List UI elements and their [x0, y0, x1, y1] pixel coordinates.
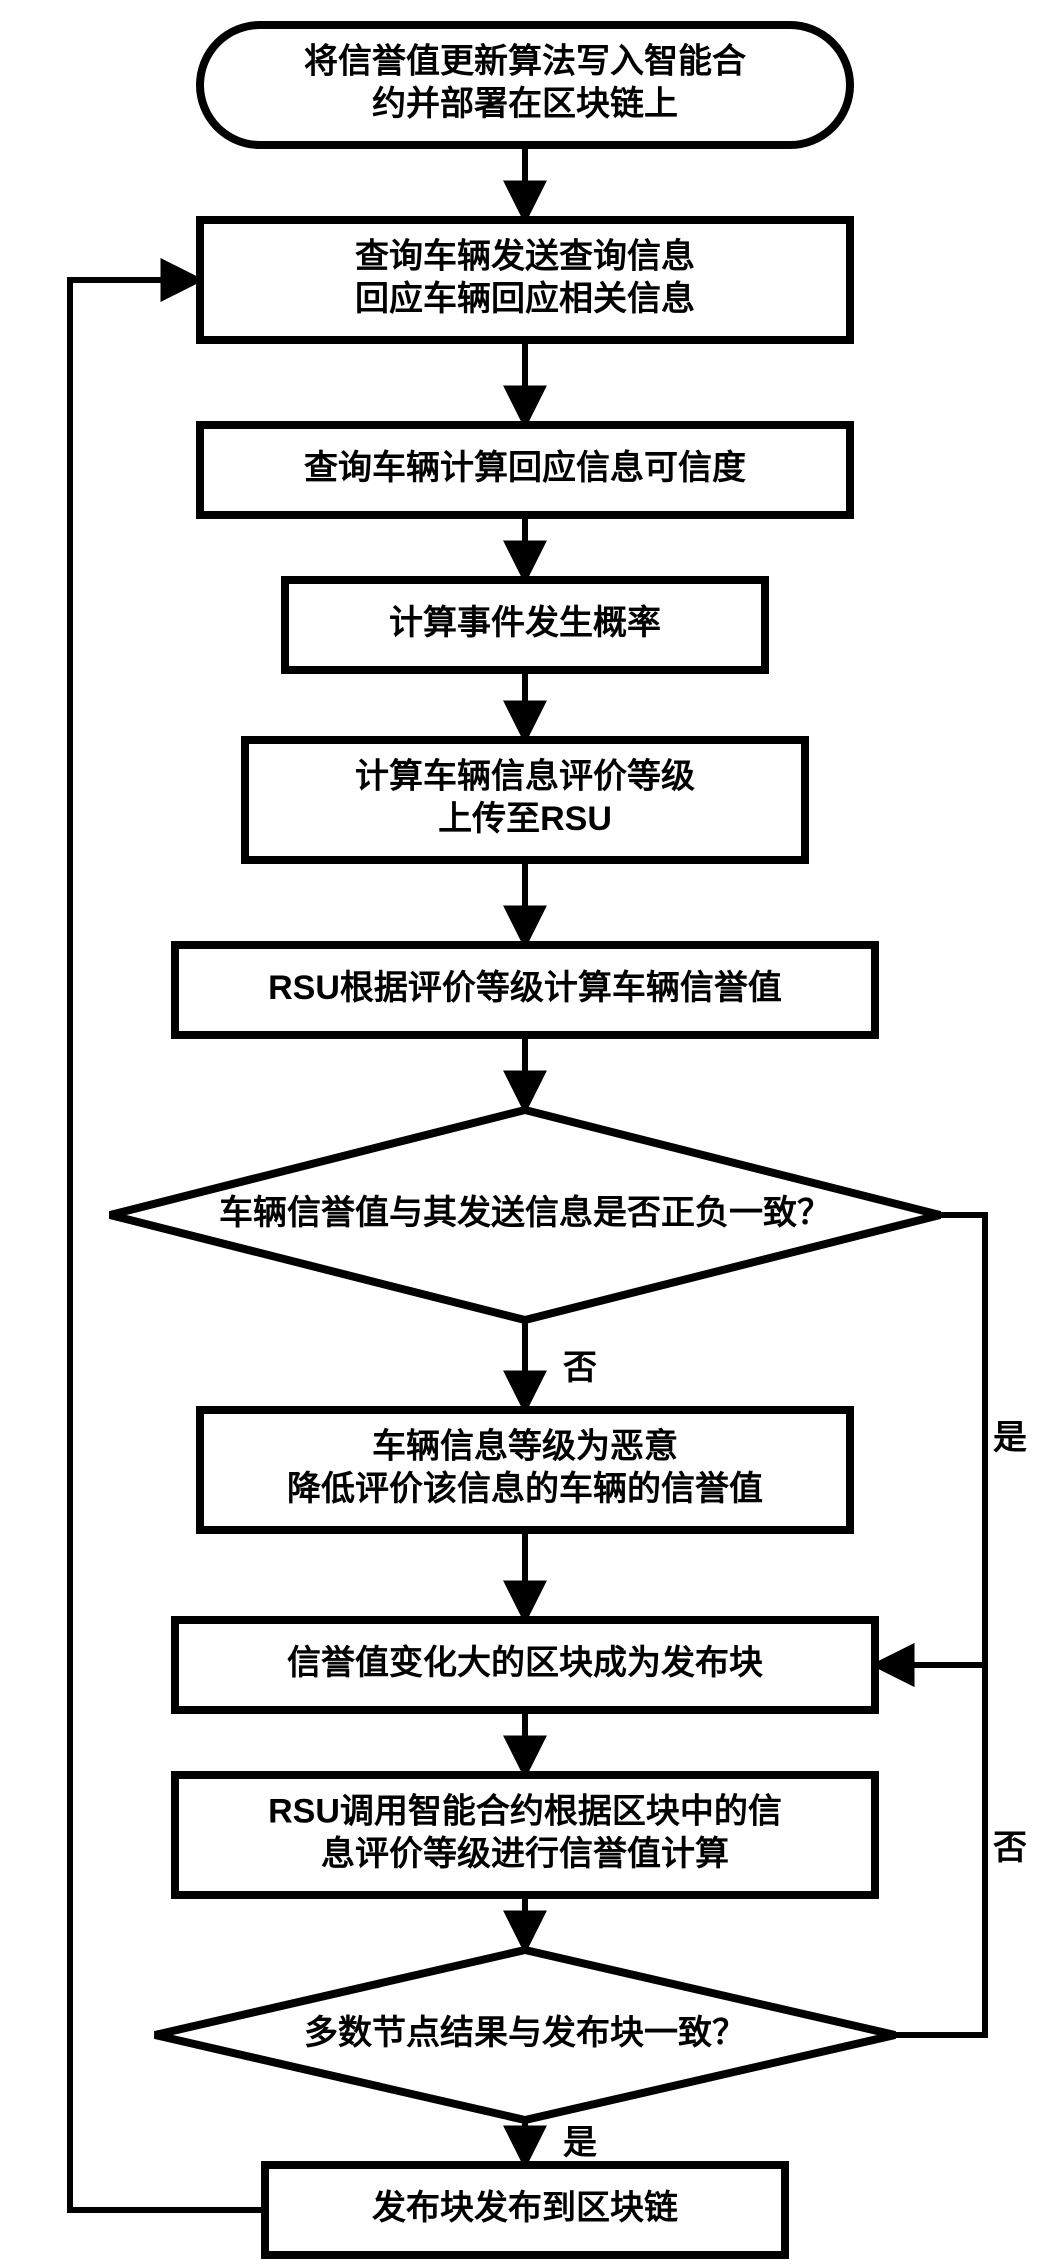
edge-label-n6-n7: 否 — [563, 1349, 597, 1387]
node-text-n9-line0: RSU调用智能合约根据区块中的信 — [268, 1793, 782, 1831]
edge-n6-n8 — [875, 1215, 985, 1665]
node-text-n2-line0: 查询车辆计算回应信息可信度 — [304, 448, 746, 487]
edge-label-n6-n8: 是 — [993, 1419, 1027, 1457]
node-text-n11-line0: 发布块发布到区块链 — [372, 2189, 678, 2227]
node-text-n1-line0: 查询车辆发送查询信息 — [355, 237, 695, 276]
node-text-n7-line0: 车辆信息等级为恶意 — [372, 1427, 678, 1466]
node-text-n0-line1: 约并部署在区块链上 — [372, 85, 678, 123]
node-text-n1-line1: 回应车辆回应相关信息 — [355, 279, 695, 318]
node-text-n8-line0: 信誉值变化大的区块成为发布块 — [287, 1644, 763, 1682]
node-text-n5-line0: RSU根据评价等级计算车辆信誉值 — [268, 969, 782, 1007]
node-text-n4-line1: 上传至RSU — [438, 800, 612, 838]
edge-label-n10-n11: 是 — [563, 2124, 597, 2162]
node-text-n3-line0: 计算事件发生概率 — [389, 604, 661, 642]
node-text-n10-line0: 多数节点结果与发布块一致？ — [304, 2014, 746, 2052]
node-text-n0-line0: 将信誉值更新算法写入智能合 — [304, 43, 746, 81]
edge-label-n10-n8: 否 — [993, 1829, 1027, 1867]
node-text-n7-line1: 降低评价该信息的车辆的信誉值 — [287, 1469, 763, 1508]
node-text-n9-line1: 息评价等级进行信誉值计算 — [321, 1834, 729, 1873]
flowchart-canvas: 否是是否将信誉值更新算法写入智能合约并部署在区块链上查询车辆发送查询信息回应车辆… — [0, 0, 1053, 2265]
edge-n10-n8 — [875, 1665, 985, 2035]
node-text-n6-line0: 车辆信誉值与其发送信息是否正负一致？ — [219, 1193, 831, 1232]
node-text-n4-line0: 计算车辆信息评价等级 — [355, 757, 695, 796]
